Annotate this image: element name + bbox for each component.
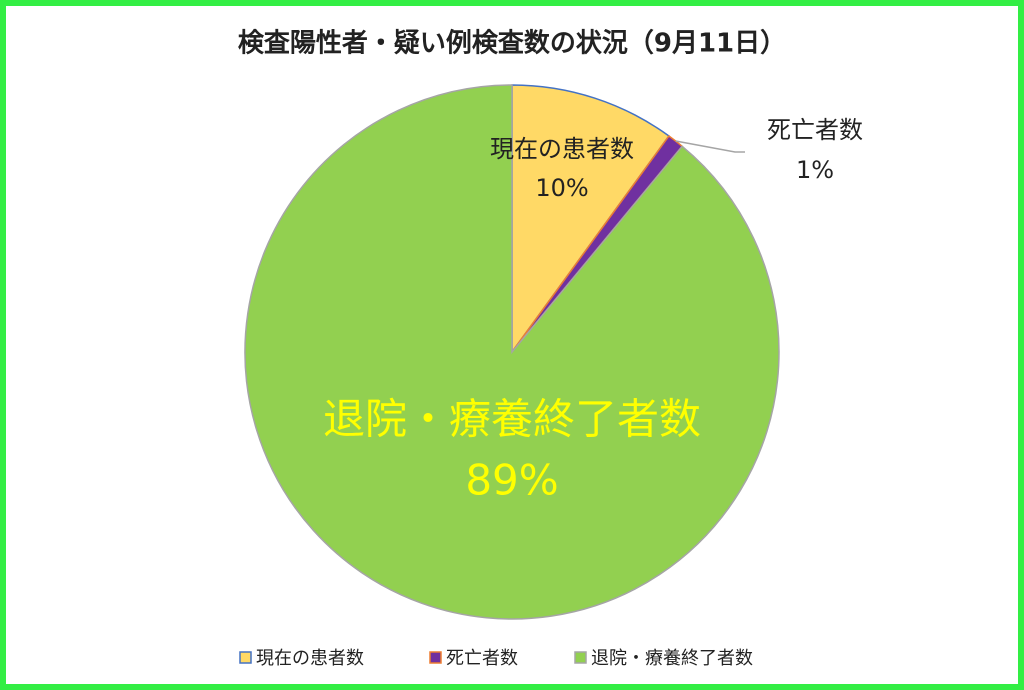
pie-slice — [511, 84, 670, 355]
data-label: 10% — [535, 174, 588, 202]
legend-label: 退院・療養終了者数 — [591, 648, 753, 669]
data-label-name: 死亡者数 — [767, 116, 863, 144]
leader-line — [675, 140, 745, 153]
data-label: 89% — [465, 456, 558, 505]
legend-marker — [239, 651, 252, 664]
chart-title: 検査陽性者・疑い例検査数の状況（9月11日） — [238, 29, 786, 59]
legend-label: 死亡者数 — [446, 648, 518, 669]
data-label: 1% — [796, 156, 834, 184]
data-label-name: 退院・療養終了者数 — [323, 395, 701, 444]
data-label-name: 現在の患者数 — [490, 135, 634, 163]
legend-label: 現在の患者数 — [256, 648, 364, 669]
legend-marker — [574, 651, 587, 664]
legend-marker — [429, 651, 442, 664]
pie-slice — [244, 84, 780, 620]
